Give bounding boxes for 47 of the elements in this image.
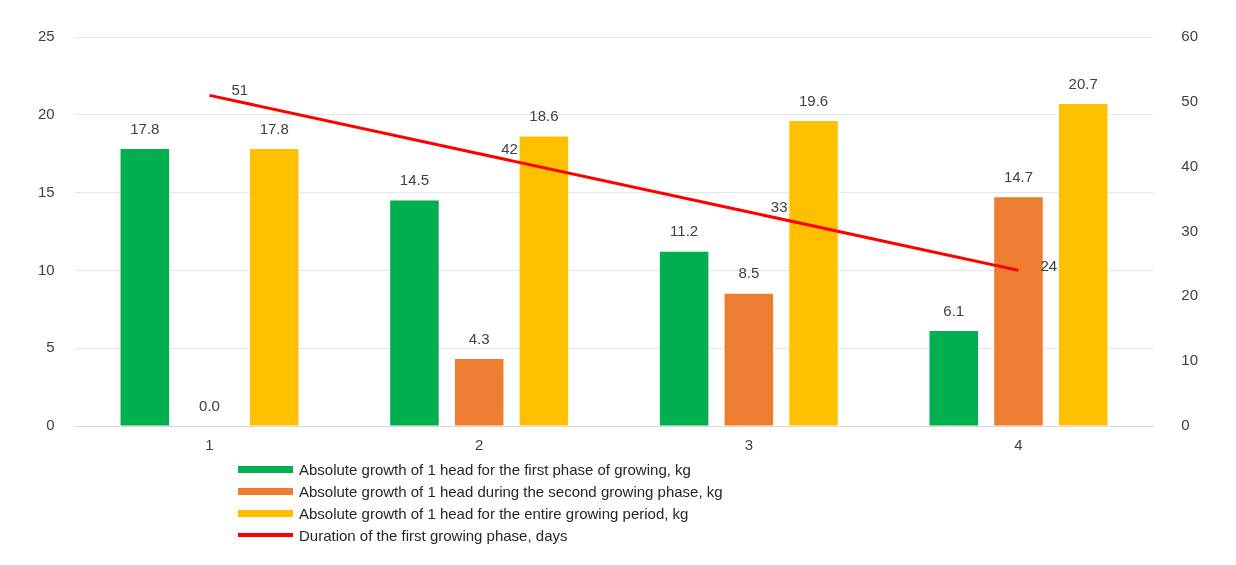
y-tick-label: 0 xyxy=(46,416,55,434)
data-label: 0.0 xyxy=(199,396,220,414)
y2-tick-label: 40 xyxy=(1181,156,1198,174)
data-label: 51 xyxy=(231,81,249,99)
y-tick-label: 20 xyxy=(38,104,55,122)
bar xyxy=(929,331,979,426)
bar xyxy=(994,197,1043,426)
bar xyxy=(390,200,439,426)
y-tick-label: 15 xyxy=(38,182,55,200)
x-tick-label: 3 xyxy=(744,436,753,454)
y-tick-label: 5 xyxy=(46,338,55,356)
data-label: 14.7 xyxy=(1003,167,1034,185)
bar xyxy=(519,136,569,426)
data-label: 42 xyxy=(501,139,518,157)
data-label: 20.7 xyxy=(1068,74,1098,92)
x-tick-label: 1 xyxy=(205,436,214,454)
data-label: 14.5 xyxy=(399,171,430,189)
bar xyxy=(454,359,504,426)
data-label: 19.6 xyxy=(798,91,829,109)
y-tick-label: 25 xyxy=(38,27,55,45)
data-label: 6.1 xyxy=(943,301,965,319)
bar xyxy=(724,293,774,426)
y2-tick-label: 50 xyxy=(1181,91,1198,109)
data-label: 17.8 xyxy=(259,119,289,137)
x-tick-label: 2 xyxy=(475,436,484,454)
legend-label: Absolute growth of 1 head for the first phase of growing, kg xyxy=(299,460,691,478)
bar xyxy=(659,251,709,426)
data-label: 8.5 xyxy=(738,264,760,282)
data-label: 4.3 xyxy=(468,329,490,347)
legend-label: Absolute growth of 1 head during the second growing phase, kg xyxy=(299,482,723,500)
legend-label: Duration of the first growing phase, days xyxy=(299,526,568,544)
bar xyxy=(120,149,170,426)
y2-tick-label: 20 xyxy=(1181,286,1198,304)
y2-tick-label: 0 xyxy=(1181,416,1190,434)
y2-tick-label: 30 xyxy=(1181,221,1198,239)
bar xyxy=(789,121,838,426)
data-label: 33 xyxy=(770,198,788,216)
data-label: 11.2 xyxy=(670,222,699,240)
y-tick-label: 10 xyxy=(38,260,55,278)
data-label: 18.6 xyxy=(529,107,559,125)
y2-tick-label: 60 xyxy=(1181,27,1198,45)
y2-tick-label: 10 xyxy=(1181,351,1198,369)
data-label: 17.8 xyxy=(130,119,160,137)
legend-label: Absolute growth of 1 head for the entire growing period, kg xyxy=(299,504,689,522)
bar xyxy=(1058,103,1108,426)
bar xyxy=(249,149,299,426)
x-tick-label: 4 xyxy=(1014,436,1023,454)
